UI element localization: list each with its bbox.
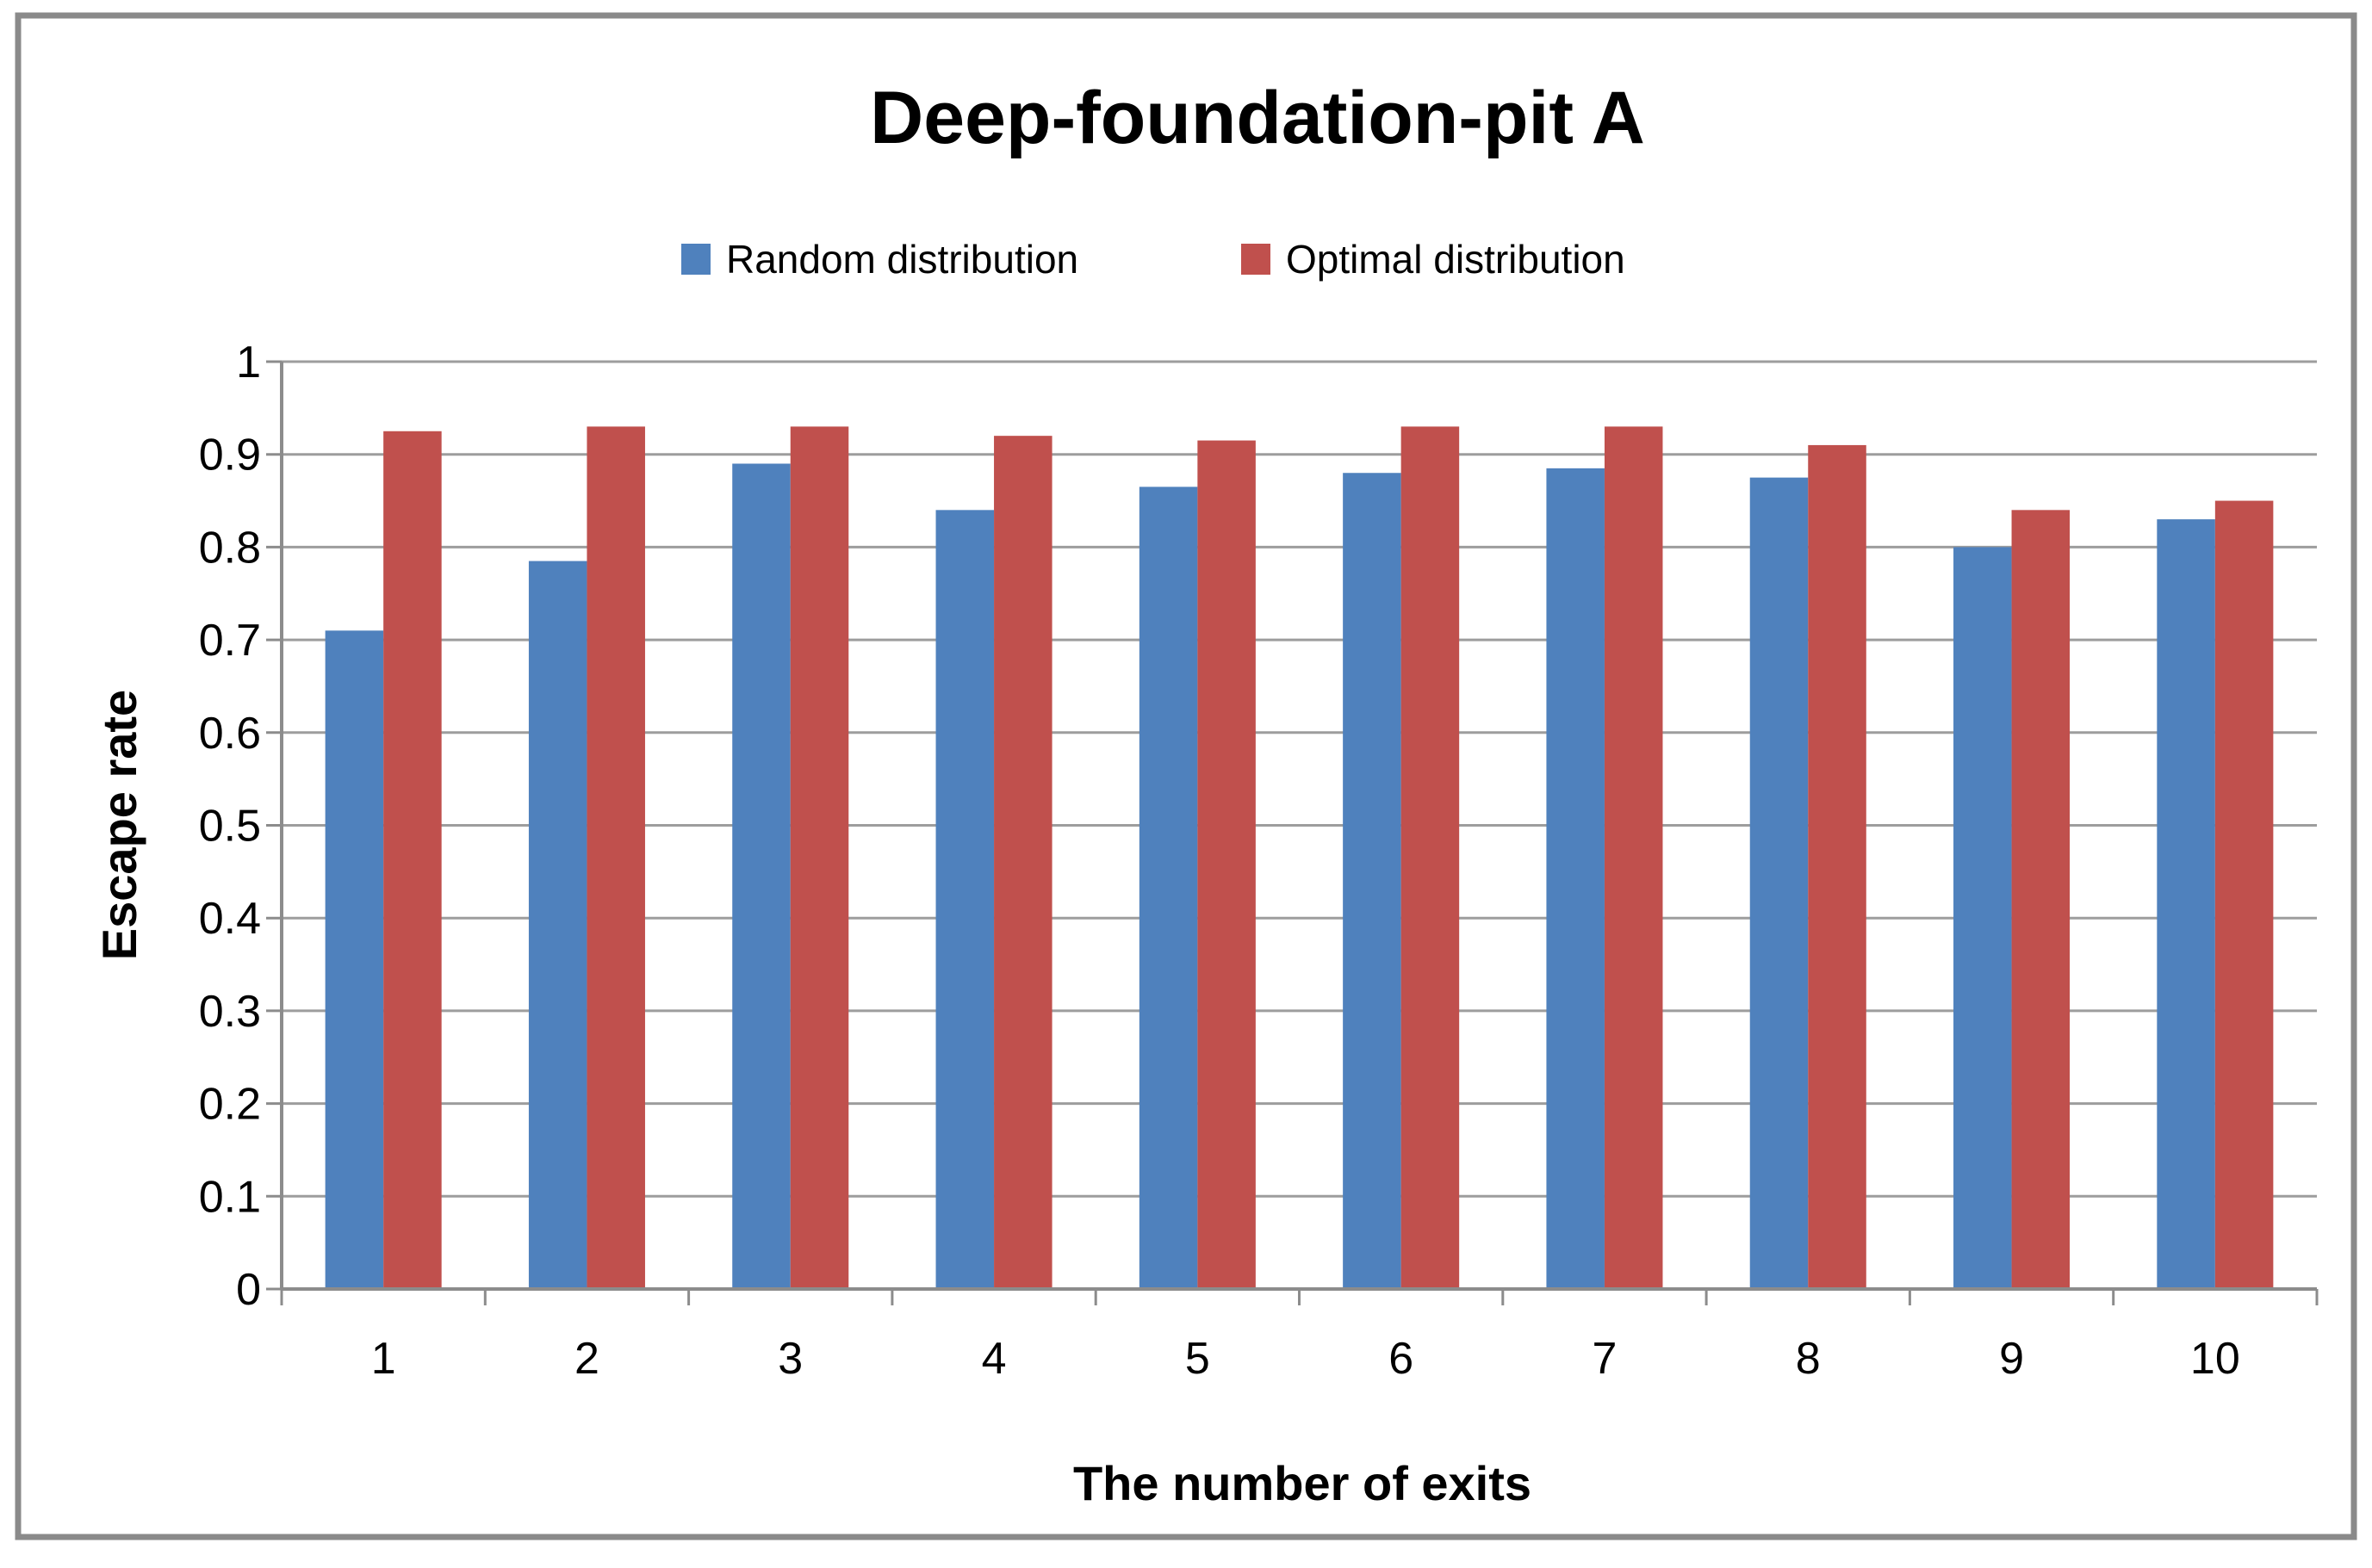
bars [325,426,2274,1289]
bar-optimal-9 [2011,510,2071,1289]
y-tick-label: 0.3 [199,987,261,1037]
x-tick-label: 5 [1185,1334,1210,1384]
bar-optimal-7 [1604,426,1663,1289]
bar-optimal-5 [1197,440,1256,1289]
axes [266,360,2319,1305]
x-tick-label: 7 [1592,1334,1617,1384]
x-tick-label: 3 [778,1334,803,1384]
bar-random-1 [325,630,384,1289]
bar-optimal-1 [383,431,442,1289]
x-tick-label: 8 [1796,1334,1821,1384]
y-tick-label: 0.4 [199,894,261,944]
y-tick-label: 0.2 [199,1080,261,1130]
bar-random-4 [935,510,995,1289]
y-tick-labels: 0 0.1 0.2 0.3 0.4 0.5 0.6 0.7 0.8 0.9 1 [199,338,261,1315]
legend-swatch-optimal-icon [1241,244,1270,275]
x-tick-label: 6 [1388,1334,1413,1384]
y-tick-label: 0.5 [199,802,261,852]
legend-swatch-random-icon [681,244,711,275]
x-tick-labels: 1 2 3 4 5 6 7 8 9 10 [371,1334,2240,1384]
x-tick-label: 10 [2190,1334,2240,1384]
y-tick-label: 0 [236,1265,261,1315]
y-tick-label: 0.9 [199,431,261,480]
bar-random-8 [1749,477,1809,1289]
x-axis-title: The number of exits [1073,1456,1531,1510]
bar-optimal-8 [1808,444,1866,1289]
legend-label-random: Random distribution [726,237,1078,282]
bar-random-7 [1546,468,1605,1289]
bar-optimal-10 [2214,500,2274,1289]
bar-random-3 [732,463,791,1289]
x-tick-label: 4 [982,1334,1007,1384]
bar-random-2 [528,561,587,1289]
bar-optimal-3 [790,426,849,1289]
bar-random-5 [1139,487,1198,1289]
y-tick-label: 0.8 [199,523,261,573]
legend-label-optimal: Optimal distribution [1286,237,1625,282]
figure-border [15,12,2357,1540]
y-axis-title: Escape rate [92,690,146,960]
x-tick-label: 2 [574,1334,599,1384]
x-tick-label: 9 [1999,1334,2024,1384]
bar-random-6 [1343,473,1401,1289]
chart-title: Deep-foundation-pit A [870,77,1645,159]
bar-optimal-4 [994,436,1052,1289]
bar-random-9 [1953,547,2012,1289]
x-tick-label: 1 [371,1334,396,1384]
bar-optimal-2 [587,426,645,1289]
y-tick-label: 0.1 [199,1172,261,1222]
y-tick-label: 0.6 [199,709,261,759]
bar-optimal-6 [1400,426,1460,1289]
y-tick-label: 0.7 [199,616,261,666]
y-tick-label: 1 [236,338,261,387]
legend: Random distribution Optimal distribution [681,237,1625,282]
bar-random-10 [2157,519,2215,1289]
